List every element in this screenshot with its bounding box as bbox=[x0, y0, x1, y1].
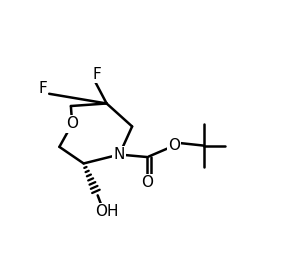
Text: O: O bbox=[66, 116, 78, 131]
Text: O: O bbox=[168, 138, 180, 153]
Text: N: N bbox=[114, 147, 125, 162]
Text: OH: OH bbox=[95, 204, 118, 220]
Text: F: F bbox=[92, 67, 101, 82]
Text: F: F bbox=[38, 81, 47, 96]
Text: O: O bbox=[141, 175, 153, 190]
